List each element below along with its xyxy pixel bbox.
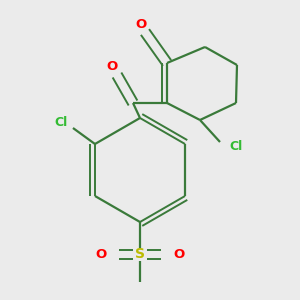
Text: Cl: Cl xyxy=(54,116,68,128)
Text: O: O xyxy=(95,248,106,260)
Text: Cl: Cl xyxy=(230,140,243,152)
Text: S: S xyxy=(135,247,145,261)
Text: O: O xyxy=(173,248,184,260)
Text: O: O xyxy=(106,61,118,74)
Text: O: O xyxy=(135,17,147,31)
